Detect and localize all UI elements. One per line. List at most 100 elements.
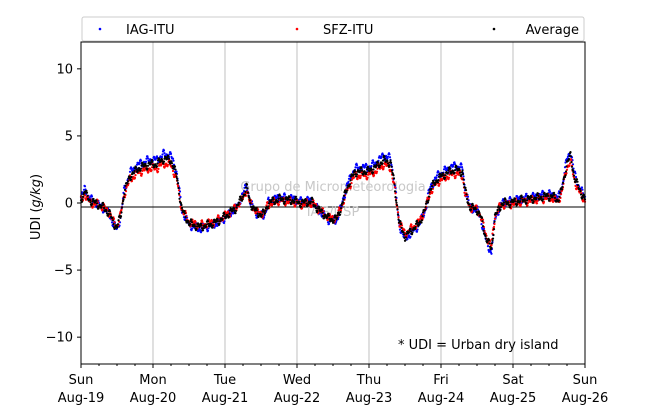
x-tick-weekday: Mon (139, 373, 166, 388)
data-point (486, 245, 490, 248)
data-point (399, 220, 402, 223)
data-point (446, 171, 450, 174)
data-point (140, 174, 143, 177)
data-point (144, 162, 147, 166)
data-point (255, 209, 259, 212)
data-point (402, 233, 406, 236)
data-point (390, 169, 394, 172)
data-point (321, 211, 324, 214)
data-point (155, 167, 158, 170)
data-point (488, 242, 491, 245)
data-point (234, 212, 237, 215)
data-point (327, 214, 331, 217)
data-point (136, 169, 140, 172)
data-point (375, 163, 378, 167)
data-point (396, 213, 400, 216)
data-point (322, 217, 326, 220)
data-point (508, 206, 512, 209)
legend: IAG-ITU SFZ-ITU Average (81, 16, 585, 42)
data-point (306, 203, 310, 206)
data-point (117, 219, 120, 222)
data-point (372, 168, 375, 171)
data-point (335, 216, 339, 219)
data-point (167, 155, 170, 158)
data-point (432, 179, 435, 183)
data-point (565, 168, 569, 171)
data-point (227, 215, 231, 218)
data-point (174, 172, 178, 175)
x-tick-weekday: Wed (283, 373, 311, 388)
data-point (474, 208, 478, 211)
data-point (523, 199, 527, 202)
data-point (328, 217, 331, 220)
data-point (530, 196, 533, 199)
data-point (437, 175, 441, 178)
data-point (518, 200, 522, 203)
data-point (364, 175, 368, 178)
udi-annotation: * UDI = Urban dry island (398, 338, 558, 353)
data-point (310, 205, 313, 208)
data-point (447, 176, 451, 179)
data-point (349, 187, 352, 190)
data-point (424, 206, 427, 209)
data-point (263, 212, 267, 215)
y-tick-label: 5 (65, 129, 73, 144)
data-point (144, 160, 148, 163)
x-tick-date: Aug-23 (346, 391, 393, 406)
data-point (156, 162, 159, 165)
data-point (364, 173, 368, 176)
data-point (201, 229, 205, 232)
data-point (217, 214, 220, 217)
data-point (277, 197, 280, 200)
data-point (339, 210, 342, 214)
data-point (453, 163, 457, 166)
data-point (495, 211, 499, 214)
data-point (532, 200, 535, 203)
data-point (290, 202, 293, 205)
data-point (453, 169, 457, 172)
data-point (531, 201, 535, 204)
data-point (436, 181, 440, 184)
data-point (397, 216, 400, 219)
data-point (160, 158, 164, 161)
data-point (300, 202, 303, 205)
data-point (273, 202, 277, 205)
data-point (83, 185, 87, 188)
data-point (438, 182, 441, 185)
data-point (576, 184, 580, 187)
data-point (454, 176, 457, 179)
data-point (362, 172, 365, 175)
data-point (278, 194, 282, 197)
data-point (502, 203, 505, 206)
data-point (133, 169, 136, 173)
data-point (535, 196, 538, 199)
data-point (218, 222, 221, 225)
data-point (81, 198, 84, 201)
watermark: Grupo de Micrometeorologia IAG/USP (240, 180, 426, 220)
data-point (157, 167, 160, 170)
data-point (348, 185, 351, 188)
x-tick-weekday: Sun (69, 373, 94, 388)
data-point (123, 188, 127, 191)
data-point (388, 156, 392, 159)
data-point (311, 197, 314, 200)
data-point (260, 213, 264, 216)
y-tick-label: −5 (54, 264, 73, 279)
data-point (133, 176, 137, 179)
data-point (224, 216, 228, 219)
y-axis-label: UDI (g/kg) (29, 174, 44, 240)
data-point (166, 163, 170, 166)
data-point (525, 192, 528, 195)
data-point (110, 221, 114, 224)
data-point (561, 185, 564, 188)
data-point (146, 167, 149, 170)
data-point (260, 215, 263, 218)
data-point (163, 152, 166, 155)
data-point (415, 230, 419, 233)
data-point (509, 197, 512, 200)
data-point (383, 155, 386, 158)
data-point (195, 225, 199, 228)
data-point (420, 221, 423, 224)
data-point (493, 217, 497, 220)
